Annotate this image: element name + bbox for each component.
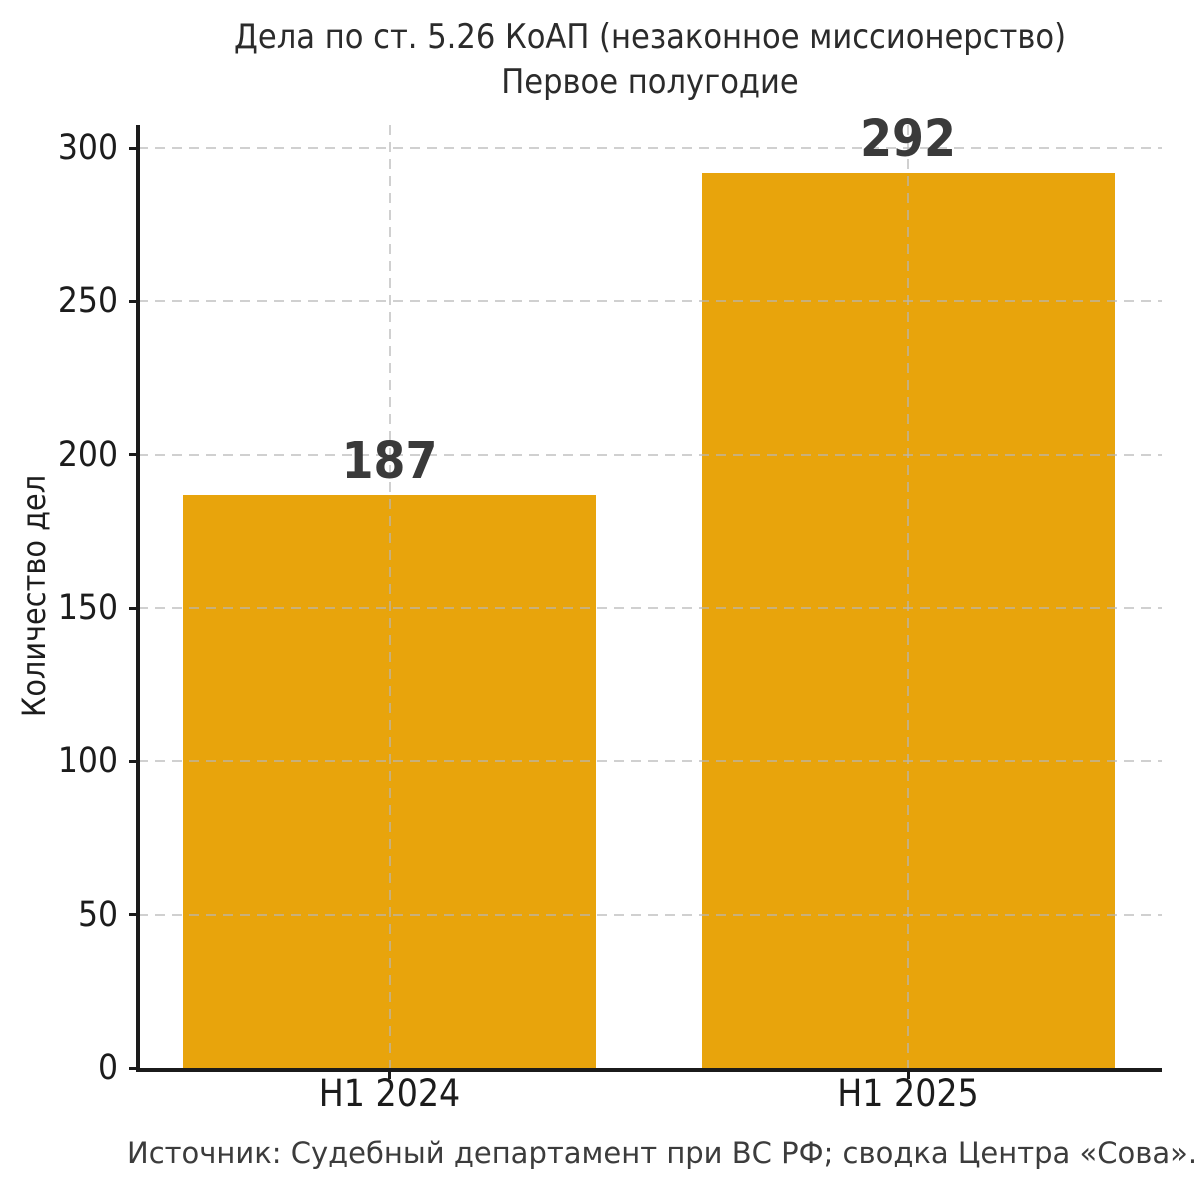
gridline-h-300 [138,147,1162,149]
y-tick-label-250: 250 [57,281,118,322]
y-tick-mark-100 [129,759,139,763]
gridline-h-150 [138,607,1162,609]
y-tick-mark-300 [129,146,139,150]
x-tick-label-h1-2025: H1 2025 [837,1072,979,1115]
x-tick-mark-h1-2024 [388,1070,391,1079]
chart-title: Дела по ст. 5.26 КоАП (незаконное миссио… [233,17,1067,57]
y-tick-label-50: 50 [77,894,118,935]
y-tick-mark-150 [129,606,139,610]
chart-title-block: Дела по ст. 5.26 КоАП (незаконное миссио… [234,15,1066,105]
bar-value-label: 292 [860,109,956,169]
y-tick-mark-50 [129,913,139,917]
gridline-v-h1-2024 [388,125,391,1068]
plot-area: 187 292 [138,114,1162,1068]
y-axis-spine [136,125,140,1072]
gridline-h-250 [138,300,1162,303]
y-tick-label-150: 150 [57,588,118,628]
gridline-h-50 [138,913,1162,916]
bar-value-label: 187 [341,431,438,491]
y-tick-label-0: 0 [97,1048,118,1088]
y-tick-label-100: 100 [57,741,118,782]
y-tick-label-300: 300 [57,128,118,168]
x-tick-label-h1-2024: H1 2024 [318,1072,461,1115]
source-note: Источник: Судебный департамент при ВС РФ… [127,1136,1197,1170]
y-tick-mark-200 [129,453,139,457]
gridline-h-200 [138,453,1162,456]
y-tick-label-200: 200 [57,434,118,475]
gridline-h-100 [138,760,1162,763]
gridline-v-h1-2025 [907,125,909,1068]
x-axis-spine [136,1068,1162,1072]
y-tick-mark-250 [129,299,139,303]
chart-subtitle: Первое полугодие [501,62,799,102]
y-tick-mark-0 [129,1066,139,1070]
x-tick-mark-h1-2025 [906,1070,910,1079]
